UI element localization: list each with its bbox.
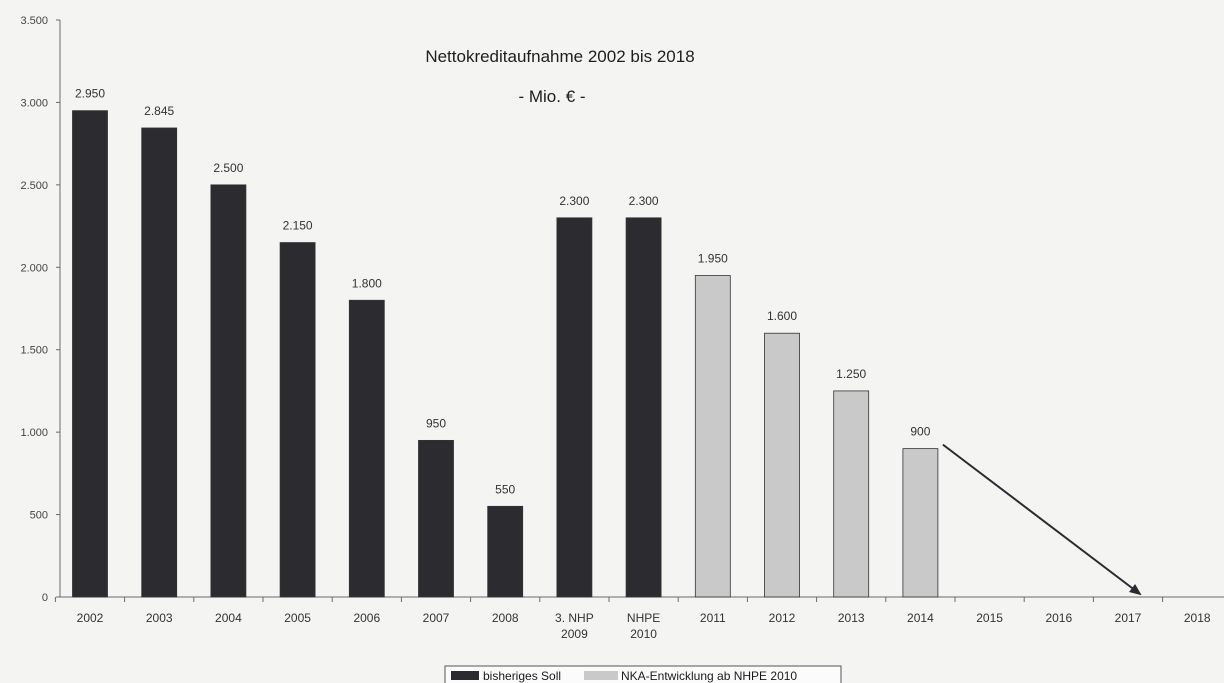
y-tick-label: 1.000 [20,427,48,439]
bar [694,275,731,598]
legend-label-bisheriges-soll: bisheriges Soll [483,669,561,683]
data-label: 2.845 [144,104,174,118]
x-tick-label: 2002 [77,611,104,625]
y-tick-label: 3.500 [20,15,48,27]
trend-arrow [942,443,1142,596]
legend-label-nka-entwicklung: NKA-Entwicklung ab NHPE 2010 [621,669,797,683]
annotations [942,443,1142,596]
x-tick-label: 2016 [1045,611,1072,625]
bar [625,217,662,598]
data-label: 1.600 [767,309,797,323]
data-label: 2.150 [283,219,313,233]
bar [72,110,108,598]
bar [141,127,178,598]
x-tick-label: 2014 [907,611,934,625]
data-label: 2.300 [629,194,659,208]
bar [348,299,385,598]
x-tick-label: 2006 [353,611,380,625]
x-tick-label: 2003 [146,611,173,625]
x-tick-label: 3. NHP [555,611,594,625]
x-tick-label: 2011 [700,611,726,625]
data-label: 550 [495,482,515,496]
x-tick-label: 2017 [1115,611,1142,625]
bar [210,184,247,598]
x-axis: 2002 2003 2004 2005 2006 2007 2008 3. NHP 2009 NH… [54,596,1224,641]
bar [833,390,870,598]
data-label: 2.500 [213,161,243,175]
y-tick-label: 3.000 [20,97,48,109]
x-tick-label: 2010 [630,627,657,641]
bar [279,242,316,598]
x-tick-label: 2018 [1184,611,1211,625]
data-label: 900 [910,425,930,439]
data-label: 2.950 [75,87,105,101]
x-tick-label: 2009 [561,627,588,641]
data-label: 950 [426,416,446,430]
legend: bisheriges Soll NKA-Entwicklung ab NHPE … [444,665,842,683]
y-tick-label: 2.000 [20,262,48,274]
legend-swatch-bisheriges-soll [451,671,479,680]
x-tick-label: NHPE [627,611,660,625]
x-tick-label: 2015 [976,611,1003,625]
data-label: 1.800 [352,276,382,290]
legend-swatch-nka-entwicklung [584,671,618,680]
y-axis: 0 500 1.000 1.500 2.000 2.500 3.000 3.500 [20,15,61,604]
bar [487,505,524,598]
data-label: 1.250 [836,367,866,381]
chart-title: Nettokreditaufnahme 2002 bis 2018 [425,47,694,66]
x-tick-label: 2008 [492,611,519,625]
bar [764,332,800,598]
data-label: 2.300 [559,194,589,208]
data-labels: 2.950 2.845 2.500 2.150 1.800 950 550 2.300 2.30… [75,87,931,497]
x-tick-label: 2012 [769,611,796,625]
y-tick-label: 1.500 [20,345,48,357]
legend-frame [444,665,842,683]
x-tick-label: 2013 [838,611,865,625]
bar [902,448,939,598]
bar [556,217,593,598]
y-tick-label: 0 [42,592,48,604]
x-tick-label: 2004 [215,611,242,625]
bars [72,110,939,598]
bar [418,439,454,598]
y-tick-label: 2.500 [20,180,48,192]
data-label: 1.950 [698,252,728,266]
x-tick-label: 2007 [423,611,450,625]
y-tick-label: 500 [30,510,48,522]
x-tick-label: 2005 [284,611,311,625]
chart-subtitle: - Mio. € - [518,87,585,106]
